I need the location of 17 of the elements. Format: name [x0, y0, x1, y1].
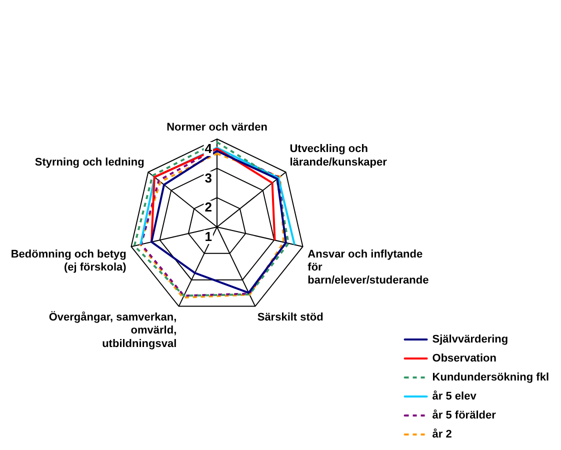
legend-label: år 5 förälder: [432, 408, 497, 422]
y-tick-label: 2: [204, 200, 212, 215]
legend-label: Kundundersökning fkl: [432, 372, 550, 384]
legend-label: år 5 elev: [432, 390, 478, 403]
legend-label: Observation: [432, 352, 497, 365]
y-tick-label: 1: [204, 229, 212, 244]
legend-label: år 2: [432, 428, 452, 441]
legend-label: Självvärdering: [432, 334, 508, 346]
y-tick-label: 4: [204, 141, 213, 156]
spoke-label: Styrning och ledning: [34, 156, 144, 168]
spoke-label: Utveckling och lärande/kunskaper: [290, 143, 388, 168]
y-tick-label: 3: [204, 170, 212, 186]
spoke-label: Ansvar och inflytande för barn/elever/studerande: [308, 248, 429, 287]
spoke-label: Övergångar, samverkan, omvärld, utbildningsval: [48, 310, 177, 350]
spoke-label: Bedömning och betyg (ej förskola): [10, 248, 127, 274]
spoke-label: Normer och värden: [166, 121, 268, 134]
spoke-label: Särskilt stöd: [257, 311, 324, 324]
